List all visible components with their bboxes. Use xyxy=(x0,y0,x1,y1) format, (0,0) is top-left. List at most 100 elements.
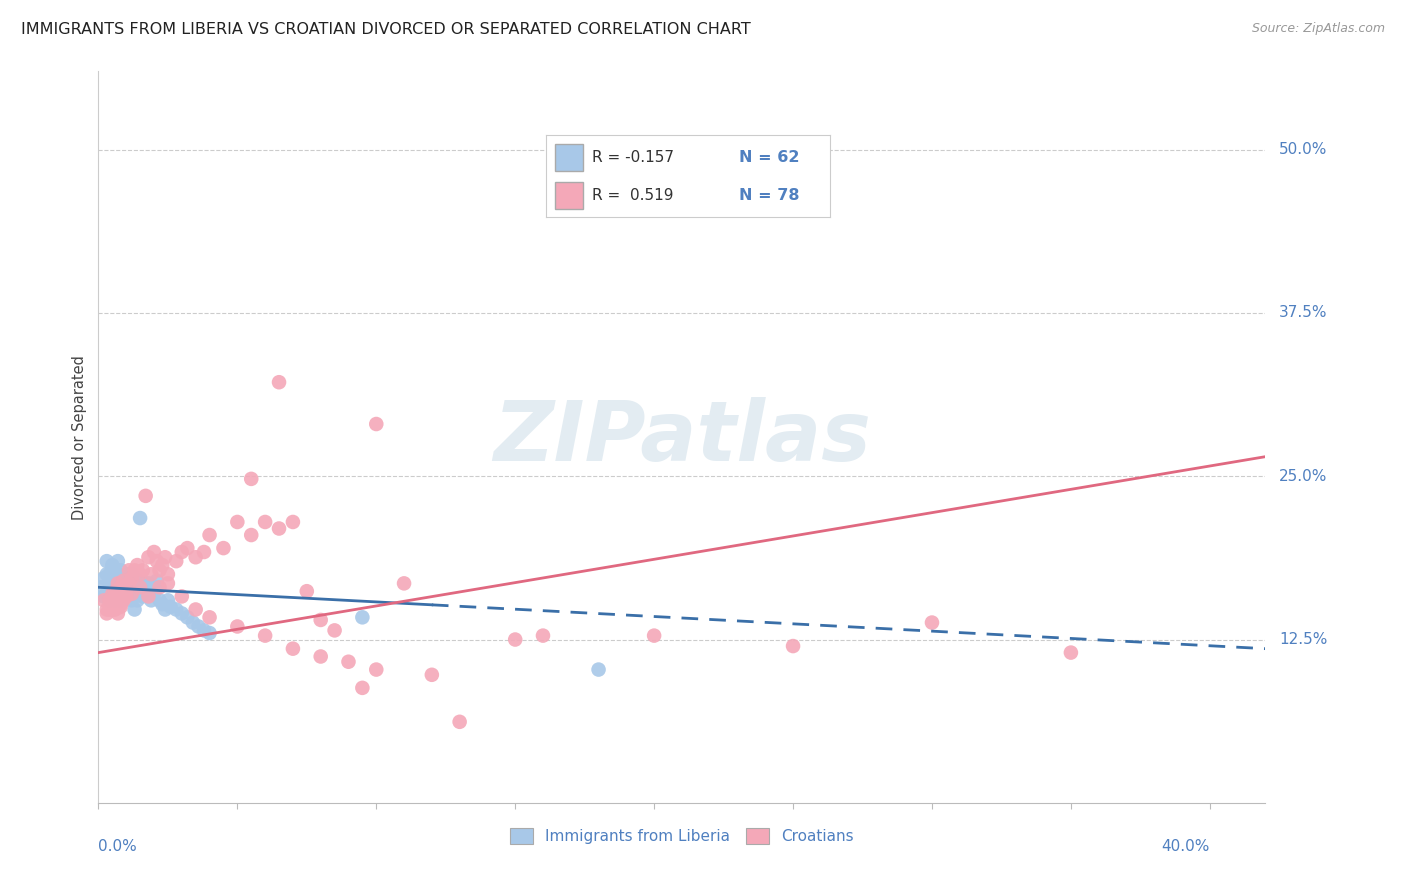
Point xyxy=(420,667,443,681)
Point xyxy=(110,593,132,607)
Point xyxy=(254,515,277,529)
FancyBboxPatch shape xyxy=(555,182,583,209)
Point xyxy=(93,590,115,604)
Point xyxy=(107,554,129,568)
Point xyxy=(121,571,143,585)
Point xyxy=(110,580,132,594)
Point xyxy=(148,593,170,607)
Point xyxy=(254,629,277,643)
Point xyxy=(101,563,124,577)
Point xyxy=(118,584,141,599)
Text: N = 78: N = 78 xyxy=(740,188,800,203)
Point xyxy=(118,576,141,591)
Point xyxy=(96,587,118,601)
Text: R =  0.519: R = 0.519 xyxy=(592,188,673,203)
Point xyxy=(153,550,176,565)
Point xyxy=(110,580,132,594)
Point xyxy=(127,558,149,573)
Point xyxy=(267,521,290,535)
Point xyxy=(153,602,176,616)
Point xyxy=(124,587,146,601)
Point xyxy=(115,590,138,604)
Point xyxy=(295,584,318,599)
Point xyxy=(138,550,160,565)
Point xyxy=(115,576,138,591)
Point xyxy=(198,626,221,640)
Point xyxy=(98,602,121,616)
Text: 25.0%: 25.0% xyxy=(1279,469,1327,483)
Point xyxy=(143,587,166,601)
Point xyxy=(170,590,193,604)
Text: IMMIGRANTS FROM LIBERIA VS CROATIAN DIVORCED OR SEPARATED CORRELATION CHART: IMMIGRANTS FROM LIBERIA VS CROATIAN DIVO… xyxy=(21,22,751,37)
Y-axis label: Divorced or Separated: Divorced or Separated xyxy=(72,355,87,519)
Point xyxy=(93,593,115,607)
Point xyxy=(156,593,179,607)
Point xyxy=(1060,646,1083,660)
Point xyxy=(181,615,204,630)
Point xyxy=(98,593,121,607)
Point xyxy=(121,567,143,582)
Point xyxy=(176,541,198,555)
Point xyxy=(121,593,143,607)
Point xyxy=(281,641,304,656)
Point xyxy=(96,554,118,568)
Point xyxy=(138,590,160,604)
Point xyxy=(531,629,554,643)
Point xyxy=(135,584,157,599)
Point xyxy=(98,567,121,582)
Point xyxy=(107,571,129,585)
Point xyxy=(98,576,121,591)
Point xyxy=(141,567,163,582)
Point xyxy=(141,593,163,607)
Point xyxy=(98,593,121,607)
Point xyxy=(588,663,610,677)
Point xyxy=(782,639,804,653)
Point xyxy=(184,550,207,565)
Point xyxy=(150,558,173,573)
Text: 0.0%: 0.0% xyxy=(98,839,138,855)
Point xyxy=(104,593,127,607)
Point xyxy=(107,593,129,607)
Point xyxy=(132,563,155,577)
Point xyxy=(121,587,143,601)
Point xyxy=(141,580,163,594)
Point xyxy=(124,602,146,616)
Point xyxy=(159,599,181,614)
Point xyxy=(104,584,127,599)
Point xyxy=(352,681,374,695)
Point xyxy=(150,597,173,611)
Point xyxy=(309,613,332,627)
Point xyxy=(107,607,129,621)
Point xyxy=(281,515,304,529)
Point xyxy=(107,576,129,591)
Point xyxy=(112,571,135,585)
Legend: Immigrants from Liberia, Croatians: Immigrants from Liberia, Croatians xyxy=(505,822,859,850)
Point xyxy=(96,567,118,582)
Point xyxy=(118,563,141,577)
Point xyxy=(226,515,249,529)
Text: 12.5%: 12.5% xyxy=(1279,632,1327,647)
Point xyxy=(165,602,187,616)
Point xyxy=(93,571,115,585)
Point xyxy=(184,602,207,616)
Point xyxy=(240,472,263,486)
Point xyxy=(115,584,138,599)
Point xyxy=(101,584,124,599)
Point xyxy=(112,574,135,588)
Point xyxy=(129,580,152,594)
Point xyxy=(112,593,135,607)
Point xyxy=(146,574,169,588)
Point xyxy=(112,574,135,588)
Point xyxy=(148,563,170,577)
Point xyxy=(643,629,665,643)
Point xyxy=(193,624,215,638)
Point xyxy=(170,607,193,621)
Point xyxy=(352,610,374,624)
Point xyxy=(165,554,187,568)
Point xyxy=(104,574,127,588)
Point xyxy=(129,580,152,594)
Point xyxy=(176,610,198,624)
Point xyxy=(170,545,193,559)
Point xyxy=(104,576,127,591)
Point xyxy=(366,663,388,677)
